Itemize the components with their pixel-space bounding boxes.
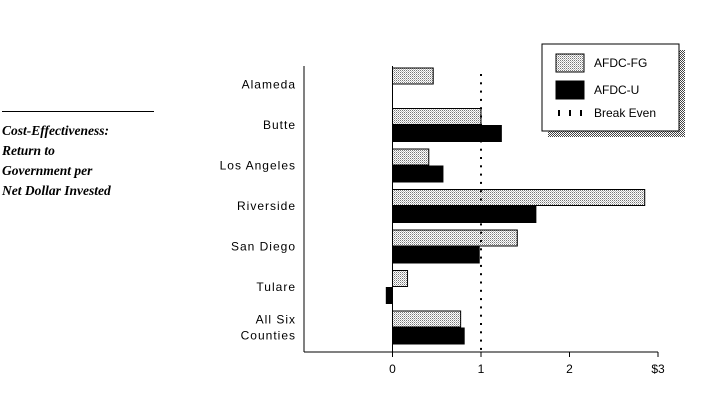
side-title-line-2: Return to [2,143,55,158]
category-label: Counties [241,329,296,343]
break-even-dot [480,181,482,184]
x-tick-label: 0 [389,362,396,376]
x-tick-label: 2 [566,362,573,376]
bar-afdc-fg [392,310,462,328]
bar-afdc-fg [392,189,646,206]
break-even-dot [480,115,482,118]
break-even-dot [480,206,482,209]
bar-afdc-u [392,327,465,345]
bar-afdc-u [392,206,537,223]
break-even-dot [480,82,482,85]
side-title-line-4: Net Dollar Invested [2,183,111,198]
break-even-dot [480,132,482,135]
legend-swatch-break-even [569,110,571,116]
break-even-dot [480,198,482,201]
bar-afdc-fg [392,67,434,85]
bars-group [385,67,646,345]
break-even-dot [480,157,482,159]
break-even-dot [480,264,482,267]
break-even-dot [480,223,482,226]
bar-afdc-fg [392,270,409,287]
break-even-dot [480,347,482,350]
break-even-dot [480,215,482,218]
legend-swatch-break-even [580,110,582,116]
break-even-dot [480,248,482,251]
tick-labels: 0 1 2 $3 [389,362,665,376]
bar-afdc-fg [392,229,518,247]
break-even-dot [480,173,482,176]
legend-label: AFDC-U [594,83,639,97]
break-even-dot [480,323,482,325]
bar-afdc-fg [392,148,430,166]
x-tick-label: 1 [478,362,485,376]
break-even-dot [480,306,482,309]
bar-afdc-u [392,246,480,264]
break-even-dot [480,281,482,284]
legend-swatch-afdc-fg [555,53,585,73]
break-even-dot [480,123,482,126]
break-even-dot [480,90,482,93]
legend-swatch-afdc-u [555,80,585,100]
break-even-dot [480,148,482,151]
category-label: Butte [263,118,296,132]
category-label: Riverside [237,199,296,213]
category-labels: Alameda Butte Los Angeles Riverside San Dieg… [220,78,296,343]
break-even-dot [480,107,482,110]
break-even-dot [480,231,482,234]
break-even-dot [480,165,482,168]
break-even-dot [480,331,482,334]
category-label: Los Angeles [220,159,296,173]
break-even-dot [480,314,482,317]
break-even-dot [480,256,482,259]
bar-afdc-u [385,287,393,304]
side-title-rule [2,111,154,112]
break-even-dot [480,339,482,342]
legend-label: AFDC-FG [594,56,647,70]
category-label: All Six [256,313,296,327]
break-even-dot [480,190,482,193]
side-title-line-3: Government per [2,163,93,178]
legend-swatch-break-even [558,110,560,116]
category-label: Alameda [242,78,296,92]
side-title: Cost-Effectiveness: Return to Government… [2,111,154,201]
legend-label: Break Even [594,106,656,120]
side-title-line-1: Cost-Effectiveness: [2,123,109,138]
break-even-dot [480,240,482,242]
break-even-dot [480,98,482,101]
break-even-line-group [480,74,482,350]
category-label: San Diego [231,240,296,254]
break-even-dot [480,273,482,276]
bar-afdc-u [392,125,502,142]
category-label: Tulare [256,280,296,294]
bar-afdc-u [392,165,444,183]
break-even-dot [480,74,482,76]
break-even-dot [480,140,482,143]
legend: AFDC-FG AFDC-U Break Even [541,43,685,137]
x-tick-label: $3 [651,362,665,376]
bar-afdc-fg [392,108,482,125]
break-even-dot [480,298,482,301]
break-even-dot [480,289,482,292]
